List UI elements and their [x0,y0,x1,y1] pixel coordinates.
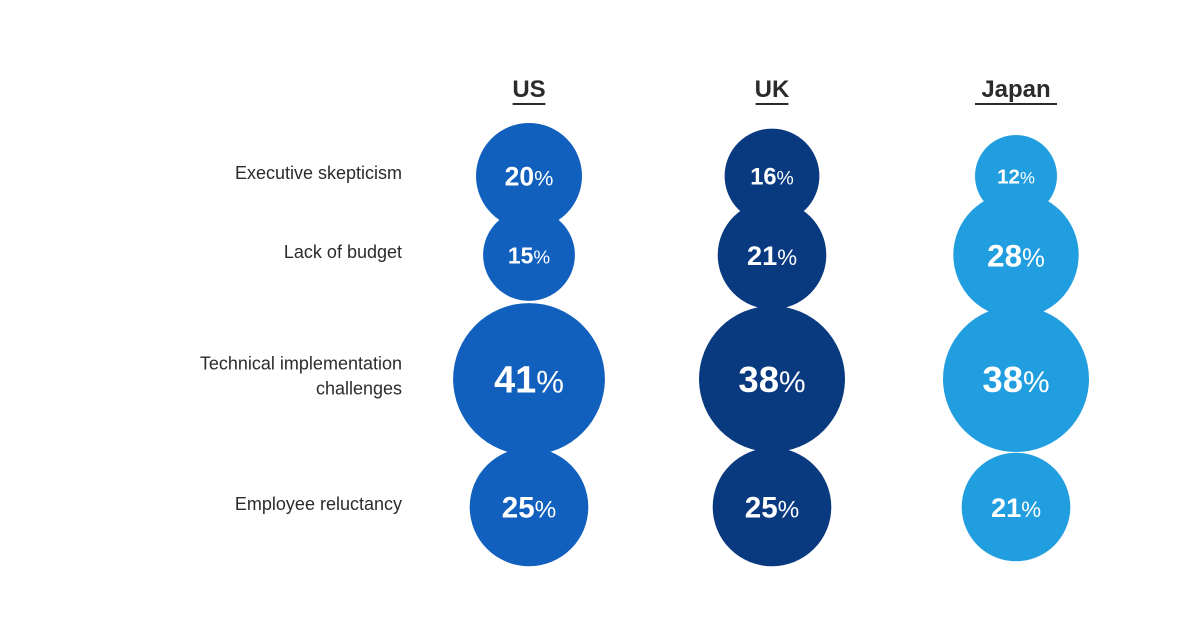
bubble-value-label: 15% [508,242,550,268]
bubble-value-label: 16% [750,165,794,191]
row-label: Technical implementation [200,354,402,374]
bubble [724,128,820,224]
bubble-value-label: 25% [502,492,557,525]
bubble [469,447,589,567]
bubble-value-label: 25% [745,492,800,525]
bubble-value-label: 28% [987,238,1045,273]
bubble-value-label: 12% [997,165,1035,188]
bubble [699,306,845,452]
column-header-uk: UK [755,76,790,103]
bubble-value-label: 38% [982,359,1049,400]
bubble [483,209,575,301]
bubble-value-label: 21% [747,240,797,271]
bubble-value-label: 38% [738,359,805,400]
bubble [717,200,827,310]
bubble [712,447,832,567]
bubble [453,303,605,455]
bubble [953,192,1079,318]
row-label: Executive skepticism [235,163,402,183]
bubble [961,452,1071,562]
bubble [476,123,582,229]
bubble [943,306,1089,452]
bubble-value-label: 20% [505,162,554,192]
row-label: Employee reluctancy [235,494,402,514]
column-header-us: US [512,76,545,103]
row-label: challenges [316,379,402,399]
row-label: Lack of budget [284,242,402,262]
bubble-value-label: 21% [991,492,1041,523]
bubble-value-label: 41% [494,360,564,402]
column-header-japan: Japan [981,76,1050,103]
